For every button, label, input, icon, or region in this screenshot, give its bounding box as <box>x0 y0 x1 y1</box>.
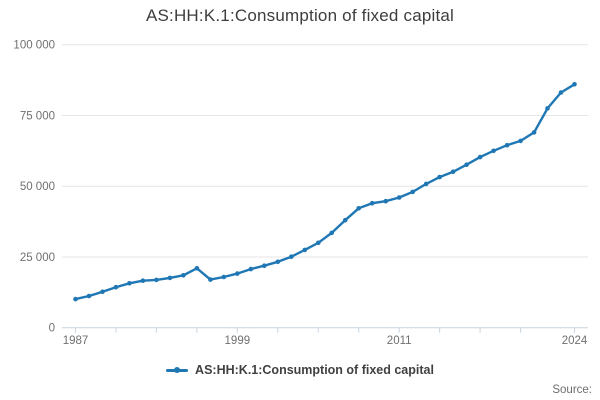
legend-item[interactable]: AS:HH:K.1:Consumption of fixed capital <box>0 363 600 377</box>
series-line[interactable] <box>74 83 576 301</box>
data-point-marker[interactable] <box>73 296 78 302</box>
data-point-marker[interactable] <box>248 266 254 272</box>
data-point-marker[interactable] <box>127 281 132 286</box>
line-dot-icon <box>166 366 189 375</box>
data-point-marker[interactable] <box>235 271 240 276</box>
data-point-marker[interactable] <box>194 266 200 271</box>
y-tick-label: 25 000 <box>20 252 55 264</box>
data-point-marker[interactable] <box>558 90 564 95</box>
chart-title: AS:HH:K.1:Consumption of fixed capital <box>145 6 455 25</box>
data-point-marker[interactable] <box>450 169 456 175</box>
data-point-marker[interactable] <box>342 217 348 223</box>
data-point-marker[interactable] <box>221 274 227 280</box>
x-tick-label: 1987 <box>63 335 89 347</box>
data-point-marker[interactable] <box>383 198 389 204</box>
x-tick-label: 1999 <box>225 335 251 347</box>
data-point-marker[interactable] <box>531 130 537 135</box>
legend-label: AS:HH:K.1:Consumption of fixed capital <box>195 363 434 377</box>
data-point-marker[interactable] <box>464 162 469 167</box>
data-point-marker[interactable] <box>477 154 483 160</box>
data-point-marker[interactable] <box>329 230 335 236</box>
data-point-marker[interactable] <box>100 289 105 295</box>
data-point-marker[interactable] <box>86 293 92 299</box>
x-tick-label: 2024 <box>562 335 588 347</box>
source-label: Source: <box>552 384 592 396</box>
data-point-marker[interactable] <box>316 240 321 246</box>
x-tick-label: 2011 <box>387 335 412 347</box>
data-point-marker[interactable] <box>262 263 267 269</box>
y-tick-label: 0 <box>49 323 55 335</box>
data-point-marker[interactable] <box>518 138 523 144</box>
data-point-marker[interactable] <box>437 174 442 180</box>
data-point-marker[interactable] <box>572 82 577 87</box>
data-point-marker[interactable] <box>545 106 550 111</box>
data-point-marker[interactable] <box>491 148 496 154</box>
data-point-marker[interactable] <box>423 181 429 187</box>
data-point-marker[interactable] <box>167 275 173 281</box>
data-point-marker[interactable] <box>181 273 186 278</box>
data-point-marker[interactable] <box>208 277 213 282</box>
data-point-marker[interactable] <box>140 278 146 284</box>
data-point-marker[interactable] <box>504 142 510 148</box>
data-point-marker[interactable] <box>396 195 402 200</box>
data-point-marker[interactable] <box>154 277 159 283</box>
y-tick-label: 50 000 <box>20 181 55 193</box>
data-point-marker[interactable] <box>369 200 375 206</box>
data-point-marker[interactable] <box>356 206 362 211</box>
y-tick-label: 100 000 <box>13 40 55 52</box>
y-tick-label: 75 000 <box>20 110 55 122</box>
data-point-marker[interactable] <box>113 284 119 290</box>
data-point-marker[interactable] <box>410 189 416 195</box>
data-point-marker[interactable] <box>289 254 294 259</box>
data-point-marker[interactable] <box>275 259 281 265</box>
data-point-marker[interactable] <box>302 247 308 253</box>
